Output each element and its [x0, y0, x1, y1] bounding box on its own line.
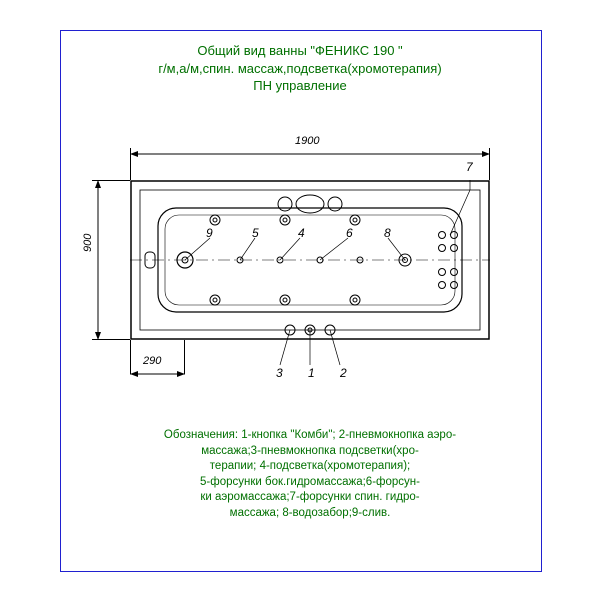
legend-line6: массажа; 8-водозабор;9-слив. — [130, 506, 490, 522]
callout-3: 3 — [276, 366, 283, 380]
callout-2: 2 — [340, 366, 347, 380]
callout-8: 8 — [384, 226, 391, 240]
dim-height-line — [92, 180, 104, 340]
callout-9: 9 — [206, 226, 213, 240]
dim-width: 1900 — [295, 135, 319, 147]
callout-5: 5 — [252, 226, 259, 240]
legend-line5: ки аэромассажа;7-форсунки спин. гидро- — [130, 490, 490, 506]
legend-line2: массажа;3-пневмокнопка подсветки(хро- — [130, 444, 490, 460]
title-line2: г/м,а/м,спин. массаж,подсветка(хромотера… — [0, 60, 600, 78]
title-block: Общий вид ванны "ФЕНИКС 190 " г/м,а/м,сп… — [0, 42, 600, 95]
title-line3: ПН управление — [0, 77, 600, 95]
legend-line3: терапии; 4-подсветка(хромотерапия); — [130, 459, 490, 475]
dim-width-ext-left — [130, 148, 131, 180]
legend-line4: 5-форсунки бок.гидромассажа;6-форсун- — [130, 475, 490, 491]
dim-width-ext-right — [489, 148, 490, 180]
legend-block: Обозначения: 1-кнопка "Комби"; 2-пневмок… — [130, 428, 490, 521]
callout-1: 1 — [308, 366, 315, 380]
callout-6: 6 — [346, 226, 353, 240]
dim-width-line — [130, 148, 490, 160]
title-line1: Общий вид ванны "ФЕНИКС 190 " — [0, 42, 600, 60]
callout-7: 7 — [466, 160, 473, 174]
callout-4: 4 — [298, 226, 305, 240]
legend-line1: Обозначения: 1-кнопка "Комби"; 2-пневмок… — [130, 428, 490, 444]
bathtub-drawing — [130, 180, 490, 370]
dim-height-ext-bot — [92, 339, 130, 340]
dim-height-ext-top — [92, 180, 130, 181]
